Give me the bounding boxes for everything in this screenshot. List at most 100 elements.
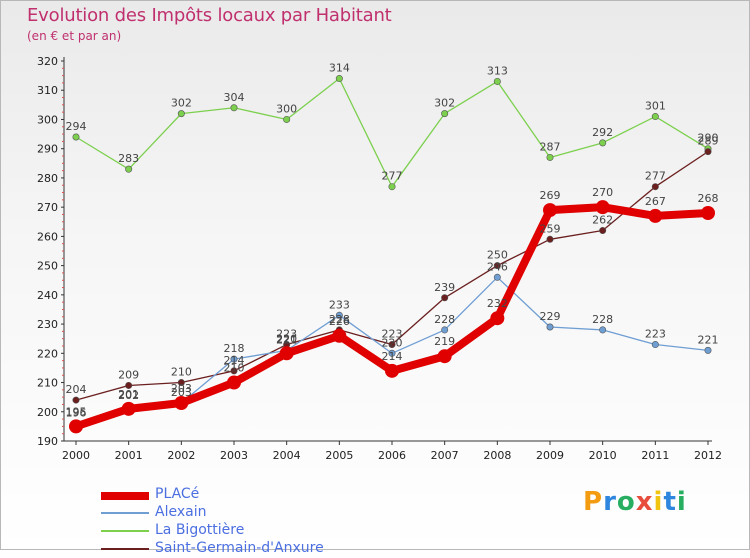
data-point	[283, 115, 291, 123]
data-label: 219	[434, 335, 455, 348]
y-tick-label: 270	[37, 201, 58, 214]
data-label: 226	[329, 315, 350, 328]
data-label: 277	[382, 170, 403, 183]
data-label: 228	[329, 313, 350, 326]
x-tick-label: 2010	[589, 449, 617, 462]
data-label: 301	[645, 100, 666, 113]
data-point	[388, 341, 396, 349]
proxiti-logo: Proxiti	[583, 487, 687, 517]
data-label: 268	[698, 192, 719, 205]
legend-label: Alexain	[155, 504, 207, 520]
data-point	[493, 273, 501, 281]
data-label: 287	[540, 140, 561, 153]
data-label: 246	[487, 260, 508, 273]
logo-letter: t	[663, 487, 677, 517]
data-label: 250	[487, 249, 508, 262]
data-label: 262	[592, 214, 613, 227]
data-point	[441, 326, 449, 334]
data-label: 223	[382, 328, 403, 341]
data-point	[546, 235, 554, 243]
data-point	[121, 401, 136, 416]
data-point	[332, 328, 347, 343]
data-point	[72, 396, 80, 404]
data-point	[441, 294, 449, 302]
x-tick-label: 2005	[325, 449, 353, 462]
y-tick-label: 290	[37, 143, 58, 156]
data-point	[599, 139, 607, 147]
data-label: 218	[224, 342, 245, 355]
y-tick-label: 300	[37, 113, 58, 126]
y-tick-label: 320	[37, 55, 58, 68]
logo-letter: x	[635, 487, 654, 517]
data-label: 196	[66, 406, 87, 419]
data-label: 294	[66, 120, 87, 133]
data-label: 210	[224, 362, 245, 375]
x-tick-label: 2011	[641, 449, 669, 462]
data-label: 223	[276, 328, 297, 341]
x-tick-label: 2004	[273, 449, 301, 462]
logo-letter: o	[616, 487, 636, 517]
data-label: 300	[276, 102, 297, 115]
data-label: 228	[592, 313, 613, 326]
data-point	[174, 396, 189, 410]
data-point	[177, 379, 185, 387]
data-label: 204	[66, 383, 87, 396]
chart-subtitle: (en € et par an)	[27, 29, 122, 43]
data-label: 232	[487, 297, 508, 310]
data-label: 289	[698, 135, 719, 148]
data-label: 290	[698, 132, 719, 145]
data-label: 239	[434, 281, 455, 294]
data-point	[125, 165, 133, 173]
data-label: 267	[645, 195, 666, 208]
data-label: 195	[66, 405, 87, 418]
data-label: 210	[171, 366, 192, 379]
data-label: 259	[540, 222, 561, 235]
data-label: 313	[487, 64, 508, 77]
data-label: 202	[118, 389, 139, 402]
data-label: 214	[382, 350, 403, 363]
logo-letter: i	[653, 487, 664, 517]
data-point	[651, 183, 659, 191]
axes: 190 200 210 220 230 240 250 260 270 280 290 300 310 3…	[37, 55, 722, 462]
logo-letter: i	[676, 487, 687, 517]
data-point	[704, 346, 712, 354]
data-label: 228	[434, 313, 455, 326]
legend-swatch	[101, 530, 149, 532]
series-lines	[69, 75, 715, 434]
data-point	[704, 148, 712, 156]
data-point	[335, 311, 343, 319]
data-point	[546, 153, 554, 161]
legend-swatch	[101, 512, 149, 514]
data-point	[230, 104, 238, 112]
logo-letter: P	[583, 487, 604, 517]
data-label: 269	[540, 189, 561, 202]
data-label: 302	[171, 97, 192, 110]
line-chart: 190 200 210 220 230 240 250 260 270 280 290 300 310 3…	[37, 55, 722, 462]
data-point	[599, 227, 607, 235]
data-point	[441, 110, 449, 118]
y-tick-label: 200	[37, 406, 58, 419]
data-point	[651, 113, 659, 121]
legend-swatch	[101, 548, 149, 550]
data-label: 233	[329, 298, 350, 311]
data-label: 203	[171, 382, 192, 395]
data-label: 209	[118, 368, 139, 381]
data-point	[437, 349, 452, 364]
data-point	[651, 341, 659, 349]
data-label: 203	[171, 386, 192, 399]
data-point	[493, 262, 501, 270]
x-tick-label: 2002	[167, 449, 195, 462]
data-label: 304	[224, 91, 245, 104]
data-point	[72, 133, 80, 141]
legend-swatch	[101, 492, 149, 500]
y-tick-label: 240	[37, 289, 58, 302]
data-label: 314	[329, 62, 350, 75]
x-tick-label: 2006	[378, 449, 406, 462]
data-point	[385, 363, 399, 378]
data-label: 221	[698, 333, 719, 346]
data-label: 229	[540, 310, 561, 323]
y-tick-label: 260	[37, 230, 58, 243]
y-tick-label: 250	[37, 260, 58, 273]
